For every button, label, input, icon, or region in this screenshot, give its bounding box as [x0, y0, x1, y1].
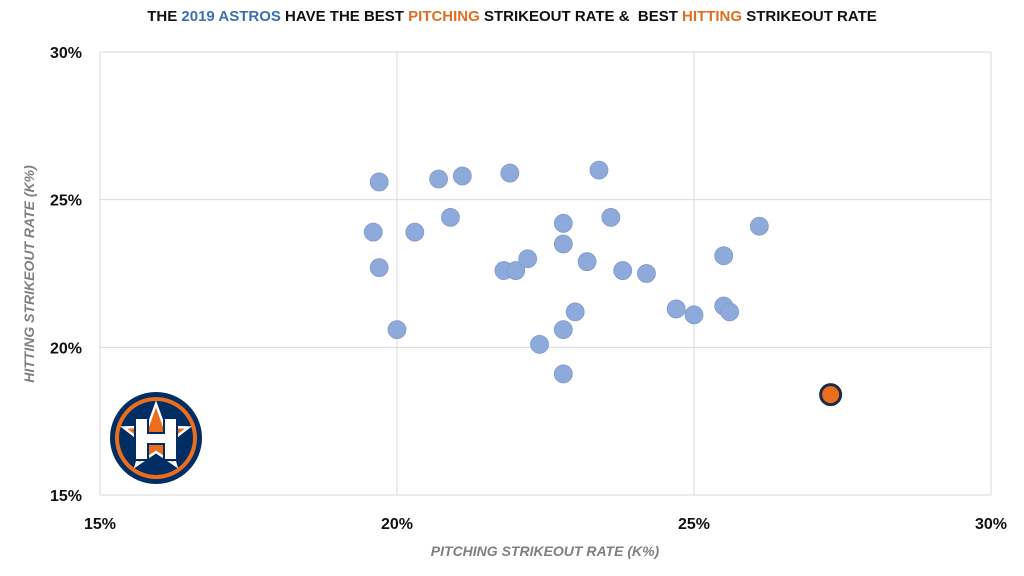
grid-lines [99, 51, 992, 496]
y-tick-label: 25% [50, 193, 82, 210]
x-tick-label: 15% [84, 516, 116, 533]
x-axis-title: PITCHING STRIKEOUT RATE (K%) [431, 543, 660, 559]
team-data-point [500, 163, 520, 183]
team-data-point [506, 261, 526, 280]
data-points [363, 160, 843, 407]
x-tick-label: 20% [381, 516, 413, 533]
x-tick-label: 25% [678, 516, 710, 533]
team-data-point [429, 169, 448, 189]
chart-title-part: STRIKEOUT RATE [742, 8, 877, 25]
team-data-point [666, 299, 686, 319]
team-data-point [720, 302, 740, 322]
team-data-point [530, 334, 549, 354]
chart-title-part: HAVE THE BEST [280, 8, 409, 25]
team-data-point [553, 213, 573, 233]
team-data-point [589, 160, 609, 180]
team-data-point [518, 249, 538, 269]
chart-title-part: 2019 ASTROS [181, 8, 281, 25]
team-data-point [613, 261, 633, 280]
team-data-point [684, 305, 704, 325]
chart-title-part: HITTING [682, 8, 743, 25]
y-axis-title: HITTING STRIKEOUT RATE (K%) [21, 165, 37, 383]
x-tick-label: 30% [975, 516, 1007, 533]
team-data-point [387, 320, 407, 340]
astros-data-point [819, 383, 843, 407]
team-data-point [553, 234, 573, 254]
team-data-point [441, 207, 460, 227]
team-data-point [369, 172, 389, 192]
logo-h-letter-icon [134, 417, 178, 461]
team-data-point [637, 264, 656, 283]
y-tick-label: 15% [50, 488, 82, 505]
y-tick-label: 20% [50, 340, 82, 357]
tick-labels: 15% 20% 25% 30% 15% 20% 25% 30% [50, 45, 1007, 533]
chart-title-part: PITCHING [408, 8, 480, 25]
team-data-point [405, 222, 425, 242]
team-data-point [714, 246, 734, 266]
team-data-point [452, 166, 472, 186]
team-data-point [369, 258, 389, 277]
team-data-point [577, 252, 597, 272]
team-data-point [565, 302, 585, 322]
team-data-point [749, 216, 769, 236]
team-data-point [601, 207, 621, 227]
team-data-point [553, 320, 573, 340]
chart-title: THE 2019 ASTROS HAVE THE BEST PITCHING S… [0, 8, 1024, 25]
astros-logo-icon [110, 392, 202, 484]
y-tick-label: 30% [50, 45, 82, 62]
chart-title-part: STRIKEOUT RATE & BEST [479, 8, 683, 25]
team-data-point [553, 364, 573, 384]
chart-title-part: THE [147, 8, 182, 25]
team-data-point [363, 222, 383, 242]
